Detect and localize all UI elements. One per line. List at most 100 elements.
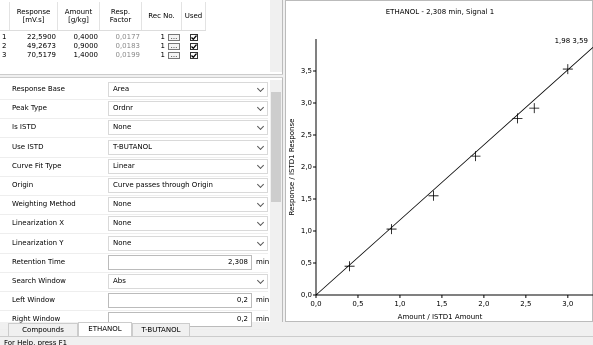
used-checkbox[interactable] — [190, 43, 198, 50]
check-mark — [191, 44, 197, 49]
property-combo[interactable]: Area — [108, 82, 268, 97]
table-cell: 0,0199 — [115, 51, 141, 59]
chevron — [256, 200, 265, 208]
header-border — [0, 30, 206, 31]
property-label: Use ISTD — [12, 142, 44, 151]
table-cell: 49,2673 — [27, 42, 56, 50]
property-label: Left Window — [12, 296, 55, 305]
rec-button[interactable]: ... — [168, 43, 180, 50]
grid-row-line — [0, 195, 268, 196]
grid-row-line — [0, 156, 268, 158]
check-path — [191, 53, 197, 58]
cursor-readout: 1,98 3,59 — [555, 37, 588, 45]
property-unit: min — [256, 257, 270, 266]
chevron — [256, 219, 265, 227]
property-combo[interactable]: None — [108, 120, 268, 136]
table-cell: 1,4000 — [73, 51, 99, 59]
property-edit[interactable]: 2,308 — [108, 254, 252, 270]
data-point — [512, 113, 523, 124]
data-point — [386, 224, 397, 235]
column-header: Response [mV.s] — [10, 2, 58, 30]
tab[interactable]: T-BUTANOL — [132, 323, 190, 336]
column-header: Rec No. — [142, 2, 182, 30]
property-label: Retention Time — [12, 257, 66, 266]
y-tick-label: 3,0 — [301, 99, 312, 107]
splitter — [0, 74, 283, 78]
grid-row-line — [0, 214, 268, 216]
property-unit: min — [256, 296, 270, 305]
data-point — [470, 151, 481, 162]
rec-number: 1 — [160, 51, 165, 59]
check-path — [191, 44, 197, 49]
check-path — [191, 35, 197, 40]
table-cell: 0,0177 — [115, 33, 141, 41]
y-tick-label: 2,0 — [301, 163, 312, 171]
y-tick-label: 1,5 — [301, 195, 312, 203]
grid-row-line — [0, 252, 268, 254]
used-checkbox[interactable] — [190, 34, 198, 41]
grid-row-line — [0, 233, 268, 235]
grid-row-line — [0, 175, 268, 177]
tab[interactable]: Compounds — [8, 323, 78, 336]
property-edit[interactable]: 0,2 — [108, 293, 252, 309]
chevron — [256, 142, 265, 150]
y-tick-label: 1,0 — [301, 227, 312, 235]
y-tick-label: 3,5 — [301, 67, 312, 75]
rec-button[interactable]: ... — [168, 34, 180, 41]
property-label: Curve Fit Type — [12, 161, 62, 170]
used-checkbox[interactable] — [190, 52, 198, 59]
property-combo[interactable]: Abs — [108, 274, 268, 289]
chart: ETHANOL - 2,308 min, Signal 1 1,98 3,59 Am… — [288, 8, 593, 321]
grid-row-line — [0, 310, 268, 312]
property-combo[interactable]: None — [108, 235, 268, 251]
column-header: Amount [g/kg] — [58, 2, 100, 30]
property-combo[interactable]: None — [108, 197, 268, 213]
chevron — [256, 276, 265, 285]
property-label: Origin — [12, 181, 34, 189]
grid-row-line — [0, 137, 268, 139]
chevron — [256, 123, 265, 131]
y-tick-label: 0,0 — [301, 291, 312, 299]
property-label: Linearization X — [12, 219, 65, 228]
property-label: Right Window — [12, 315, 61, 324]
x-tick-label: 0,5 — [352, 300, 363, 308]
grid-row-line — [0, 271, 268, 273]
table-cell: 70,5179 — [27, 51, 56, 59]
row-number: 3 — [2, 51, 7, 59]
property-combo[interactable]: Curve passes through Origin — [108, 178, 268, 193]
status-text: For Help, press F1 — [4, 339, 68, 345]
y-axis-label: Response / ISTD1 Response — [288, 119, 296, 216]
x-tick-label: 3,0 — [562, 300, 573, 308]
chevron — [256, 161, 265, 169]
property-combo[interactable]: Ordnr — [108, 101, 268, 117]
x-axis-label: Amount / ISTD1 Amount — [398, 313, 483, 321]
x-tick-label: 0,0 — [310, 300, 321, 308]
property-combo[interactable]: T-BUTANOL — [108, 139, 268, 155]
column-header: Used — [182, 2, 206, 30]
chart-panel — [285, 0, 593, 322]
data-point — [562, 64, 573, 75]
rec-button[interactable]: ... — [168, 52, 180, 59]
property-combo[interactable]: None — [108, 216, 268, 232]
table-scrollbar[interactable] — [270, 0, 282, 72]
y-tick-label: 0,5 — [301, 259, 312, 267]
column-header — [0, 2, 10, 30]
property-label: Linearization Y — [12, 238, 64, 247]
column-header: Resp. Factor — [100, 2, 142, 30]
x-tick-label: 1,5 — [436, 300, 447, 308]
property-unit: min — [256, 315, 270, 324]
x-tick-label: 1,0 — [394, 300, 405, 308]
property-label: Search Window — [12, 277, 66, 285]
grid-row-line — [0, 118, 268, 120]
scroll-thumb[interactable] — [271, 92, 281, 202]
status-bar — [0, 336, 593, 345]
property-combo[interactable]: Linear — [108, 158, 268, 174]
chevron — [256, 84, 265, 93]
table-cell: 22,5900 — [27, 33, 56, 41]
property-label: Is ISTD — [12, 123, 37, 132]
chevron — [256, 104, 265, 112]
table-cell: 0,0183 — [115, 42, 141, 50]
tab[interactable]: ETHANOL — [78, 322, 132, 336]
fit-line — [315, 47, 593, 296]
